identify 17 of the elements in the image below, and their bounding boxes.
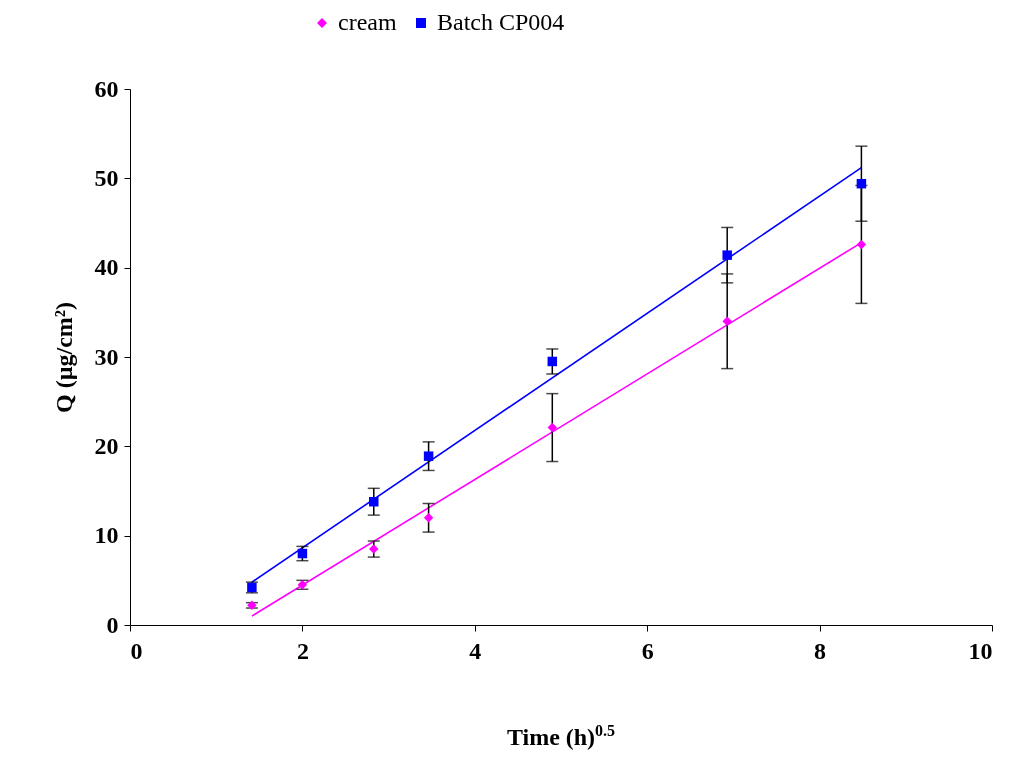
y-tick-label: 40 (94, 254, 119, 281)
legend-label: Batch CP004 (437, 9, 565, 35)
y-tick-label: 60 (94, 75, 119, 102)
y-tick-label: 10 (94, 522, 119, 549)
x-tick-label: 0 (130, 637, 143, 664)
x-tick-label: 2 (296, 637, 309, 664)
y-tick-label: 50 (94, 164, 119, 191)
y-axis-title: Q (µg/cm²) (50, 302, 77, 413)
x-tick-label: 6 (641, 637, 654, 664)
legend-label: cream (338, 9, 397, 35)
x-tick-label: 10 (968, 637, 993, 664)
y-tick-label: 20 (94, 432, 119, 459)
y-tick-label: 30 (94, 343, 119, 370)
x-axis-title: Time (h)$^{0.5}$ (505, 722, 617, 751)
y-tick-label: 0 (106, 611, 119, 638)
x-tick-label: 8 (814, 637, 827, 664)
x-tick-label: 4 (469, 637, 482, 664)
